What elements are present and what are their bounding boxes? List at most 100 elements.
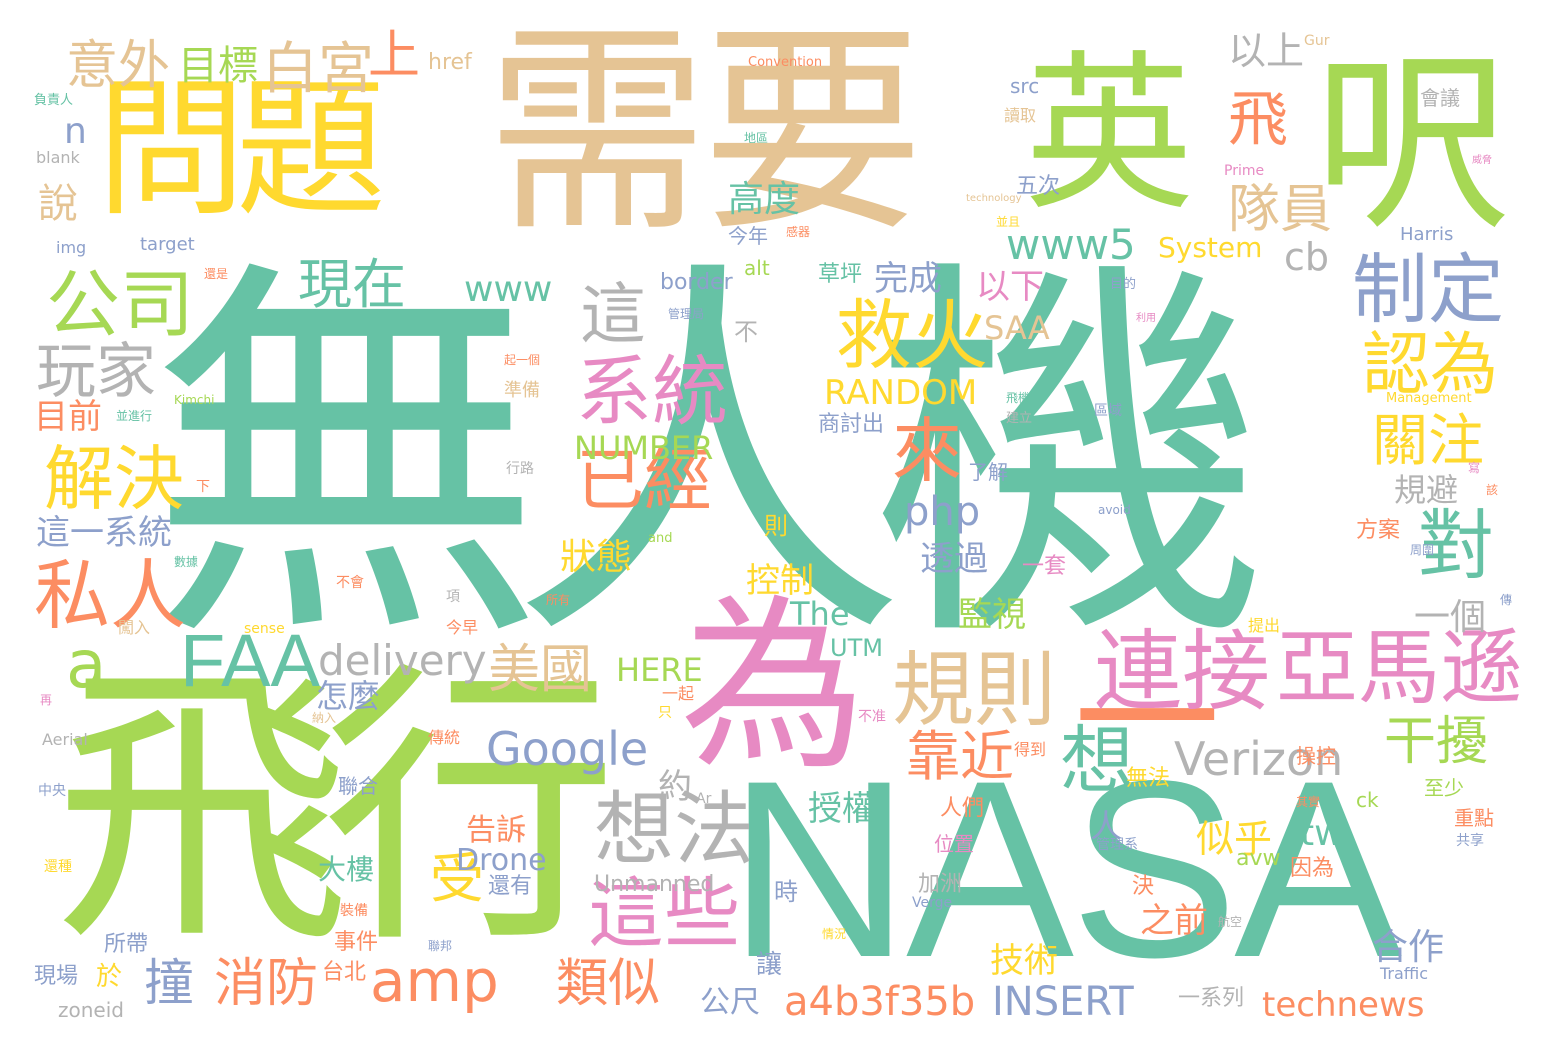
word-ganqi: 感器 [786, 225, 811, 239]
word-xianchang: 現場 [34, 964, 79, 989]
word-guanlixi: 管理系 [1096, 837, 1138, 853]
word-hezuo: 合作 [1372, 927, 1445, 968]
word-lianhe: 聯合 [338, 774, 378, 798]
word-yue: 約 [658, 767, 692, 807]
word-xie: 寫 [1468, 461, 1481, 475]
word-bingqie: 並且 [996, 215, 1021, 229]
word-technology: technology [966, 193, 1022, 204]
word-wanjia: 玩家 [36, 337, 156, 407]
word-border: border [660, 270, 733, 295]
word-meiguo: 美國 [488, 640, 593, 700]
word-jiazhou: 加洲 [918, 872, 963, 897]
word-alt: alt [744, 256, 770, 280]
word-guanliju: 管理局 [668, 307, 705, 321]
word-target: target [140, 234, 195, 255]
word-guanzhu: 關注 [1372, 409, 1484, 474]
word-www5: www5 [1006, 220, 1136, 269]
word-wancheng: 完成 [874, 259, 942, 299]
word-chuan: 傳 [1500, 593, 1513, 607]
word-yamaxun: 亞馬遜 [1276, 621, 1523, 716]
word-utm: UTM [830, 634, 883, 662]
word-zhe: 這 [580, 276, 646, 353]
word-aerial: Aerial [42, 730, 88, 749]
word-haishi: 還是 [204, 267, 229, 281]
word-mudi: 目的 [1110, 277, 1137, 292]
word-google: Google [486, 722, 649, 776]
word-kimchi: Kimchi [174, 393, 215, 407]
word-gur: Gur [1304, 33, 1330, 49]
word-ar: Ar [696, 791, 712, 807]
word-unmanned: Unmanned [594, 872, 715, 897]
word-jinnian: 今年 [728, 224, 768, 248]
word-src: src [1010, 74, 1040, 98]
word-diqu: 地區 [744, 131, 769, 145]
word-saa: SAA [984, 309, 1050, 347]
word-liyong: 利用 [1136, 313, 1156, 324]
word-technews: technews [1262, 985, 1425, 1025]
word-liaojie: 了解 [968, 460, 1008, 484]
word-zheyixitong: 這一系統 [36, 513, 172, 553]
word-naru: 納入 [312, 711, 337, 725]
word-gaodu: 高度 [728, 179, 801, 220]
word-zhongdian: 重點 [1454, 806, 1494, 830]
word-weixie: 威脅 [1472, 155, 1492, 166]
word-haiyou: 還有 [488, 874, 533, 899]
word-weizhi: 位置 [934, 832, 974, 856]
word-and: and [648, 531, 673, 546]
word-chuangru: 闖入 [118, 618, 151, 637]
word-www: www [464, 269, 553, 310]
word-shuo: 說 [38, 181, 78, 227]
word-cb: cb [1284, 235, 1330, 279]
word-muqian: 目前 [34, 397, 102, 437]
word-bu: 不 [734, 318, 758, 346]
word-avoid: avoid [1098, 503, 1131, 517]
word-dalou: 大樓 [318, 853, 375, 886]
word-lianbang: 聯邦 [428, 939, 453, 953]
word-blank: blank [36, 148, 80, 167]
word-sense: sense [244, 621, 285, 637]
word-zenme: 怎麼 [316, 677, 381, 715]
word-buhui: 不會 [336, 575, 364, 591]
word-jiejue: 解決 [44, 438, 184, 520]
word-shuju: 數據 [174, 555, 199, 569]
word-shangtaochu: 商討出 [818, 412, 885, 437]
word-number: NUMBER [574, 429, 714, 467]
word-img: img [56, 238, 87, 257]
word-xitong: 系統 [576, 347, 728, 436]
word-dedao: 得到 [1014, 740, 1047, 759]
word-yiwai: 意外 [66, 36, 171, 96]
word-qishi: 其實 [1296, 795, 1321, 809]
word-jiuhuo: 救火 [836, 291, 988, 380]
word-traffic: Traffic [1380, 964, 1429, 983]
word-dui: 對 [1418, 501, 1494, 590]
word-wufa: 無法 [1126, 766, 1171, 791]
word-zhongyang: 中央 [38, 783, 66, 799]
word-jinzao: 今早 [446, 618, 479, 637]
word-xinglu: 行路 [506, 461, 534, 477]
word-fuzeren: 負責人 [34, 93, 74, 108]
word-n: n [64, 111, 87, 152]
word-leisi: 類似 [556, 954, 661, 1014]
word-chuantong: 傳統 [428, 728, 461, 747]
word-xuyao: 需要 [486, 4, 924, 262]
word-quyu: 區域 [1094, 403, 1122, 419]
word-prime: Prime [1224, 163, 1265, 179]
word-random: RANDOM [824, 373, 978, 413]
word-duiyuan: 隊員 [1228, 180, 1333, 240]
word-xiaofang: 消防 [214, 954, 319, 1014]
word-lianjie: 連接 [1094, 620, 1271, 723]
word-hangkong: 航空 [1218, 915, 1243, 929]
word-renwei: 認為 [1362, 326, 1499, 405]
word-gongxiang: 共享 [1456, 833, 1484, 849]
word-kongzhi: 控制 [746, 561, 814, 601]
word-tw: tw [1300, 813, 1344, 854]
word-zai: 再 [40, 693, 53, 707]
word-lai: 來 [892, 410, 962, 492]
word-feiji: 飛機 [1006, 391, 1031, 405]
word-shijian: 事件 [334, 930, 379, 955]
word-gongsi: 公司 [46, 262, 194, 348]
word-guize: 規則 [892, 643, 1057, 738]
word-a4b3f35b: a4b3f35b [784, 979, 976, 1025]
word-ying: 英 [1024, 36, 1195, 234]
